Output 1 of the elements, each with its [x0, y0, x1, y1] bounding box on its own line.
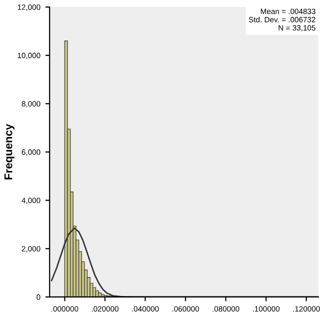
y-axis-title: Frequency	[4, 124, 14, 180]
